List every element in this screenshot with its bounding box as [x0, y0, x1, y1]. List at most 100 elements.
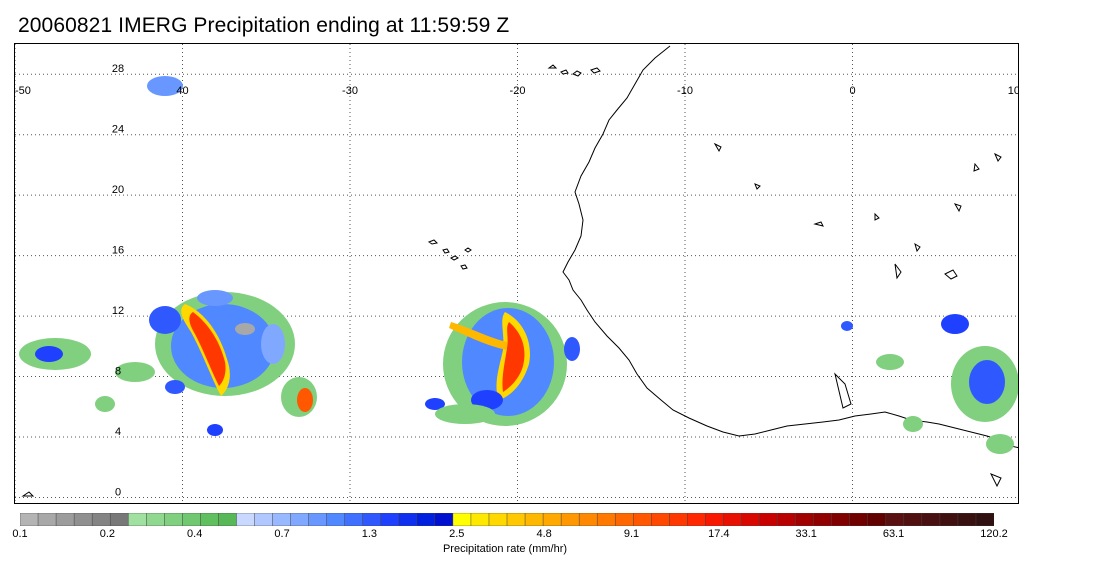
colorbar-swatch: [813, 513, 833, 526]
rain-area: [471, 390, 503, 410]
colorbar-swatch: [182, 513, 201, 526]
map-title: 20060821 IMERG Precipitation ending at 1…: [18, 14, 510, 37]
rain-area: [841, 321, 853, 331]
latitude-tick-label: 12: [112, 305, 124, 317]
colorbar-label: 4.8: [536, 528, 552, 540]
canary-islands: [547, 64, 601, 77]
rain-area: [425, 398, 445, 410]
colorbar-swatch: [651, 513, 670, 526]
colorbar-swatch: [344, 513, 364, 526]
colorbar-swatch: [37, 513, 57, 526]
colorbar-swatch: [614, 513, 634, 526]
colorbar-label: 0.2: [99, 528, 115, 540]
colorbar-swatch: [20, 513, 39, 526]
colorbar-swatch: [777, 513, 797, 526]
colorbar-swatch: [416, 513, 436, 526]
colorbar-label: 0.7: [274, 528, 290, 540]
rain-area: [207, 424, 223, 436]
longitude-tick-label: -50: [15, 85, 31, 97]
colorbar-title: Precipitation rate (mm/hr): [442, 543, 568, 555]
colorbar-swatch: [127, 513, 147, 526]
colorbar-swatch: [939, 513, 959, 526]
colorbar-swatch: [164, 513, 183, 526]
colorbar-swatch: [741, 513, 761, 526]
colorbar-swatch: [849, 513, 869, 526]
rain-area: [941, 314, 969, 334]
precipitation-map: -50 40 -30 -20 -10 0 10 28 24 20 16 12 8 4 0: [14, 43, 1019, 504]
colorbar-swatch: [903, 513, 923, 526]
colorbar-label: 1.3: [361, 528, 378, 540]
colorbar-swatch: [542, 513, 562, 526]
colorbar-swatch: [488, 513, 508, 526]
colorbar-swatch: [73, 513, 93, 526]
colorbar-swatch: [578, 513, 598, 526]
colorbar-swatch: [687, 513, 706, 526]
colorbar-swatch: [218, 513, 238, 526]
longitude-tick-label: 10: [1008, 85, 1019, 97]
colorbar-swatch: [308, 513, 328, 526]
colorbar-swatch: [272, 513, 292, 526]
latitude-tick-label: 28: [112, 63, 124, 75]
latitude-tick-label: 0: [115, 486, 121, 498]
colorbar-swatch: [560, 513, 580, 526]
longitude-tick-label: -30: [342, 85, 358, 97]
colorbar-swatch: [867, 513, 887, 526]
colorbar-swatch: [795, 513, 815, 526]
colorbar-label: 0.1: [12, 528, 28, 540]
rain-area: [435, 404, 495, 424]
rain-area: [986, 434, 1014, 454]
colorbar-swatch: [759, 513, 779, 526]
rain-core: [297, 388, 313, 412]
colorbar-swatch: [452, 513, 472, 526]
colorbar-swatch: [200, 513, 219, 526]
rain-area: [969, 360, 1005, 404]
rain-area: [147, 76, 183, 96]
colorbar-swatch: [109, 513, 129, 526]
rain-core: [189, 312, 226, 386]
latitude-tick-label: 20: [112, 184, 124, 196]
rain-area: [235, 323, 255, 335]
colorbar-swatch: [705, 513, 724, 526]
colorbar-swatch: [975, 513, 994, 526]
rain-area: [876, 354, 904, 370]
colorbar-swatch: [362, 513, 382, 526]
colorbar-label: 33.1: [795, 528, 817, 540]
longitude-tick-label: -10: [677, 85, 693, 97]
precipitation-field: [19, 76, 1018, 454]
colorbar-swatch: [596, 513, 616, 526]
colorbar-swatch: [380, 513, 400, 526]
coastline-west-africa: [562, 45, 1018, 449]
colorbar-swatch: [55, 513, 75, 526]
rain-area: [903, 416, 923, 432]
latitude-tick-label: 16: [112, 245, 124, 257]
colorbar-swatch: [885, 513, 905, 526]
precipitation-colorbar: [20, 513, 994, 526]
colorbar-swatch: [470, 513, 490, 526]
colorbar-labels: 0.1 0.2 0.4 0.7 1.3 2.5 4.8 9.1 17.4 33.1 63.1 120.…: [0, 528, 1101, 544]
colorbar-swatch: [506, 513, 526, 526]
graticule: [15, 44, 1018, 503]
colorbar-swatch: [921, 513, 941, 526]
colorbar-label: 63.1: [882, 528, 905, 540]
rain-area: [564, 337, 580, 361]
colorbar-swatch: [290, 513, 310, 526]
colorbar-label: 9.1: [623, 528, 640, 540]
rain-area: [165, 380, 185, 394]
rain-area: [115, 362, 155, 382]
colorbar-swatch: [146, 513, 165, 526]
colorbar-swatch: [831, 513, 851, 526]
colorbar-swatch: [398, 513, 418, 526]
colorbar-swatch: [669, 513, 688, 526]
longitude-tick-label: 0: [849, 85, 855, 97]
latitude-tick-label: 24: [112, 124, 124, 136]
colorbar-swatch: [434, 513, 454, 526]
colorbar-swatch: [254, 513, 274, 526]
colorbar-swatch: [326, 513, 346, 526]
colorbar-swatch: [723, 513, 743, 526]
rain-area: [197, 290, 233, 306]
colorbar-label: 0.4: [187, 528, 203, 540]
colorbar-swatch: [236, 513, 256, 526]
colorbar-label: 120.2: [980, 528, 1008, 540]
colorbar-swatch: [524, 513, 544, 526]
